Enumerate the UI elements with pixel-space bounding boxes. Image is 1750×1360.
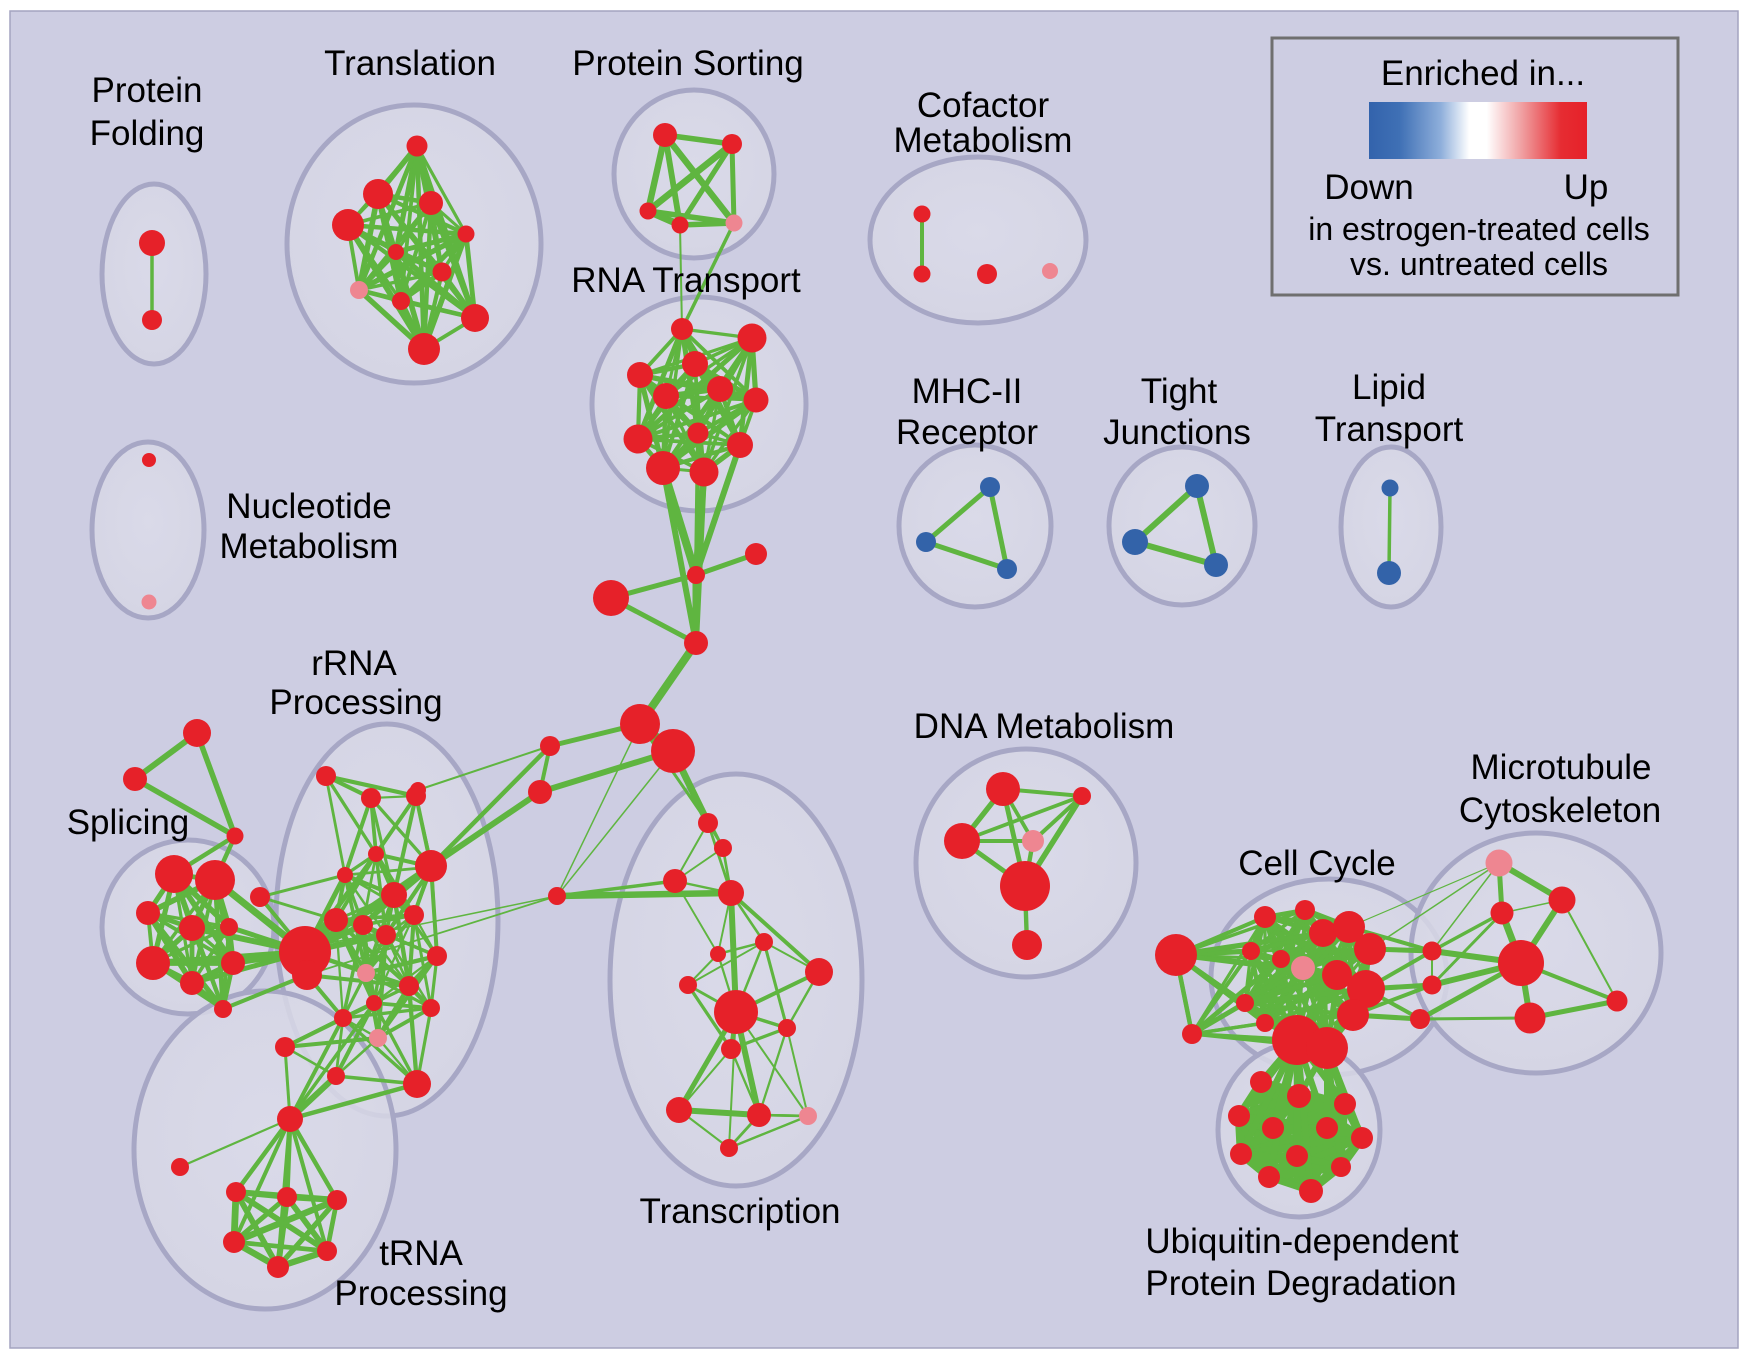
svg-text:Splicing: Splicing (67, 803, 190, 842)
svg-text:Transcription: Transcription (640, 1192, 841, 1231)
svg-text:Metabolism: Metabolism (894, 121, 1073, 160)
svg-text:Processing: Processing (269, 683, 442, 722)
svg-text:Processing: Processing (334, 1274, 507, 1313)
svg-text:Transport: Transport (1315, 410, 1464, 449)
svg-text:MHC-II: MHC-II (912, 372, 1023, 411)
svg-text:Protein Degradation: Protein Degradation (1145, 1264, 1456, 1303)
svg-text:Nucleotide: Nucleotide (226, 487, 391, 526)
svg-text:vs. untreated cells: vs. untreated cells (1350, 246, 1608, 282)
svg-text:RNA Transport: RNA Transport (571, 261, 801, 300)
svg-text:Up: Up (1564, 168, 1609, 207)
svg-text:Receptor: Receptor (896, 413, 1038, 452)
svg-text:Microtubule: Microtubule (1471, 748, 1652, 787)
svg-text:Protein: Protein (92, 71, 203, 110)
svg-text:Translation: Translation (324, 44, 496, 83)
svg-text:in estrogen-treated cells: in estrogen-treated cells (1308, 211, 1650, 247)
svg-text:Tight: Tight (1141, 372, 1218, 411)
svg-text:Cytoskeleton: Cytoskeleton (1459, 791, 1661, 830)
svg-text:DNA Metabolism: DNA Metabolism (914, 707, 1175, 746)
svg-text:Cell Cycle: Cell Cycle (1238, 844, 1396, 883)
svg-text:Enriched in...: Enriched in... (1381, 54, 1585, 93)
svg-text:Down: Down (1324, 168, 1413, 207)
svg-text:Cofactor: Cofactor (917, 86, 1050, 125)
svg-text:Metabolism: Metabolism (220, 527, 399, 566)
svg-text:Protein Sorting: Protein Sorting (572, 44, 804, 83)
svg-text:Folding: Folding (90, 114, 205, 153)
svg-text:Ubiquitin-dependent: Ubiquitin-dependent (1145, 1222, 1459, 1261)
svg-text:rRNA: rRNA (311, 644, 397, 683)
svg-text:Lipid: Lipid (1352, 368, 1426, 407)
svg-text:tRNA: tRNA (379, 1234, 463, 1273)
svg-text:Junctions: Junctions (1103, 413, 1251, 452)
